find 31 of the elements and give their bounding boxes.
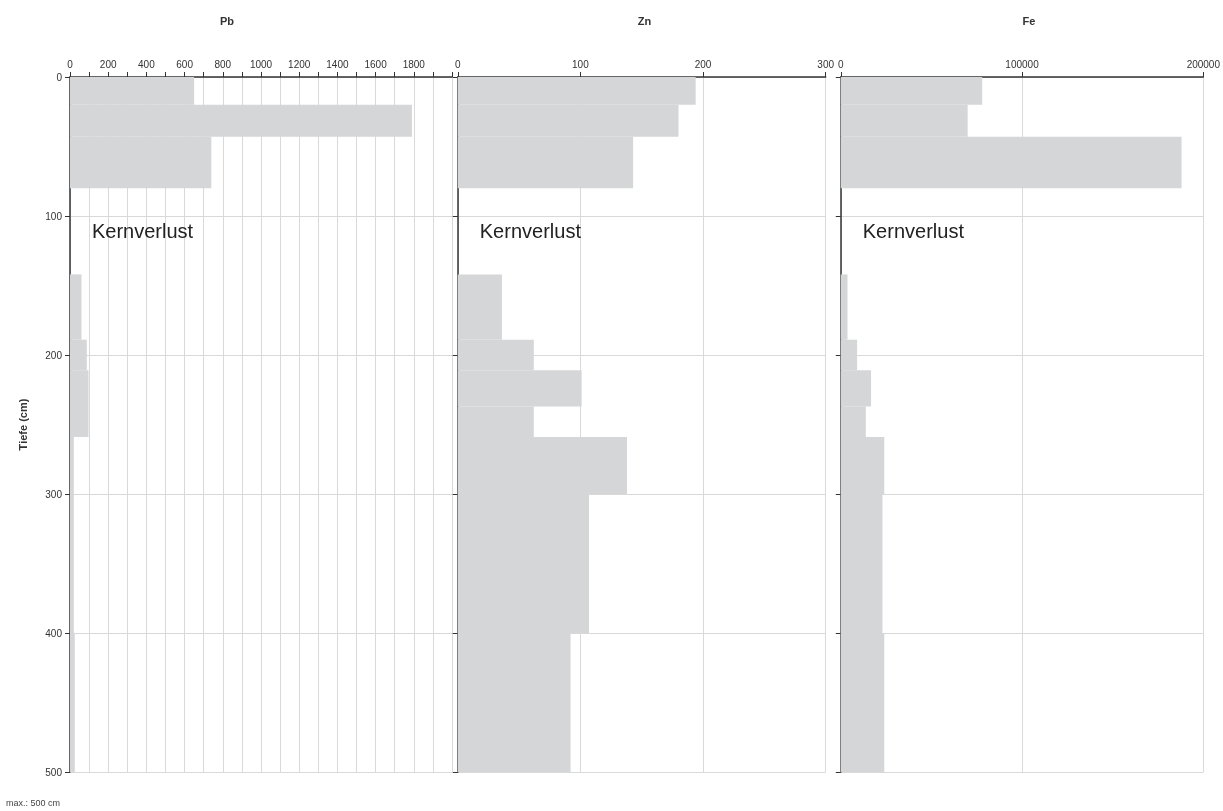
chart-title: Fe [1022,14,1036,27]
y-tick-label: 200 [45,349,63,361]
x-tick-label: 1400 [326,58,349,70]
x-tick-label: 300 [817,58,835,70]
annotation: Kernverlust [862,220,965,243]
x-tick-label: 600 [176,58,194,70]
x-tick-label: 0 [67,58,74,70]
x-tick-label: 100 [572,58,590,70]
x-tick-label: 200000 [1186,58,1221,70]
x-tick-label: 1200 [288,58,311,70]
y-tick-label: 400 [45,627,63,639]
chart-title: Pb [219,14,235,27]
x-tick-label: 0 [455,58,461,70]
y-tick-label: 300 [45,488,63,500]
x-tick-label: 800 [214,58,232,70]
x-tick-label: 1800 [402,58,426,70]
x-tick-label: 0 [838,58,844,70]
chart-title: Zn [637,14,652,27]
x-tick-label: 100000 [1005,58,1040,70]
annotation: Kernverlust [92,220,194,243]
annotation: Kernverlust [479,220,582,243]
y-axis-title: Tiefe (cm) [16,398,29,451]
x-tick-label: 1000 [249,58,273,70]
x-tick-label: 1600 [364,58,388,70]
y-tick-label: 100 [45,210,63,222]
x-tick-label: 200 [694,58,712,70]
y-tick-label: 500 [45,766,63,778]
x-tick-label: 200 [99,58,117,70]
text: max.: 500 cm [6,797,61,808]
y-tick-label: 0 [56,71,63,83]
x-tick-label: 400 [138,58,156,70]
